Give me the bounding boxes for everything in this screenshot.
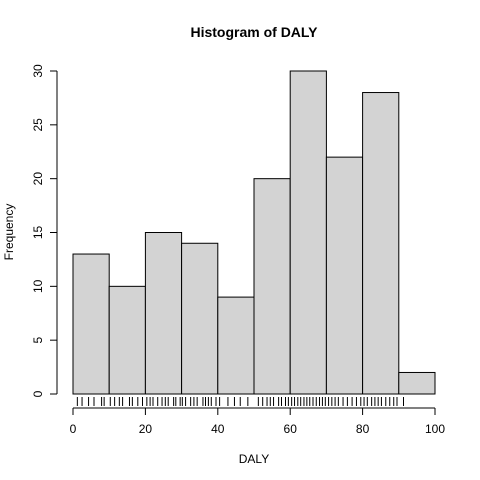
histogram-bar-8: [362, 92, 400, 395]
y-axis: 0 5 10 15 20 25 30: [31, 64, 58, 397]
y-tick-label-0: 0: [31, 390, 45, 397]
x-axis: 0 20 40 60 80 100: [70, 407, 445, 436]
rug-group: [76, 397, 405, 406]
y-tick-label-6: 30: [31, 64, 45, 78]
y-tick-label-3: 15: [31, 226, 45, 240]
histogram-bar-2: [144, 232, 183, 395]
x-tick-label-4: 80: [356, 422, 370, 436]
y-tick-label-4: 20: [31, 172, 45, 186]
x-tick-label-5: 100: [425, 422, 445, 436]
y-tick-label-1: 5: [31, 337, 45, 344]
bars-group: [72, 70, 436, 395]
x-tick-label-0: 0: [70, 422, 77, 436]
x-axis-label: DALY: [239, 452, 269, 466]
x-tick-label-2: 40: [211, 422, 225, 436]
histogram-bar-9: [398, 371, 436, 395]
y-tick-label-2: 10: [31, 279, 45, 293]
x-tick-label-1: 20: [139, 422, 153, 436]
histogram-bar-3: [181, 242, 219, 395]
histogram-bar-4: [217, 296, 255, 395]
histogram-bar-5: [253, 178, 291, 395]
histogram-bar-0: [72, 253, 110, 395]
x-tick-label-3: 60: [284, 422, 298, 436]
histogram-bar-1: [108, 285, 146, 395]
histogram-bar-6: [289, 70, 327, 395]
y-axis-label: Frequency: [2, 204, 16, 261]
histogram-bar-7: [325, 156, 364, 395]
chart-title: Histogram of DALY: [190, 24, 318, 40]
y-tick-label-5: 25: [31, 118, 45, 132]
